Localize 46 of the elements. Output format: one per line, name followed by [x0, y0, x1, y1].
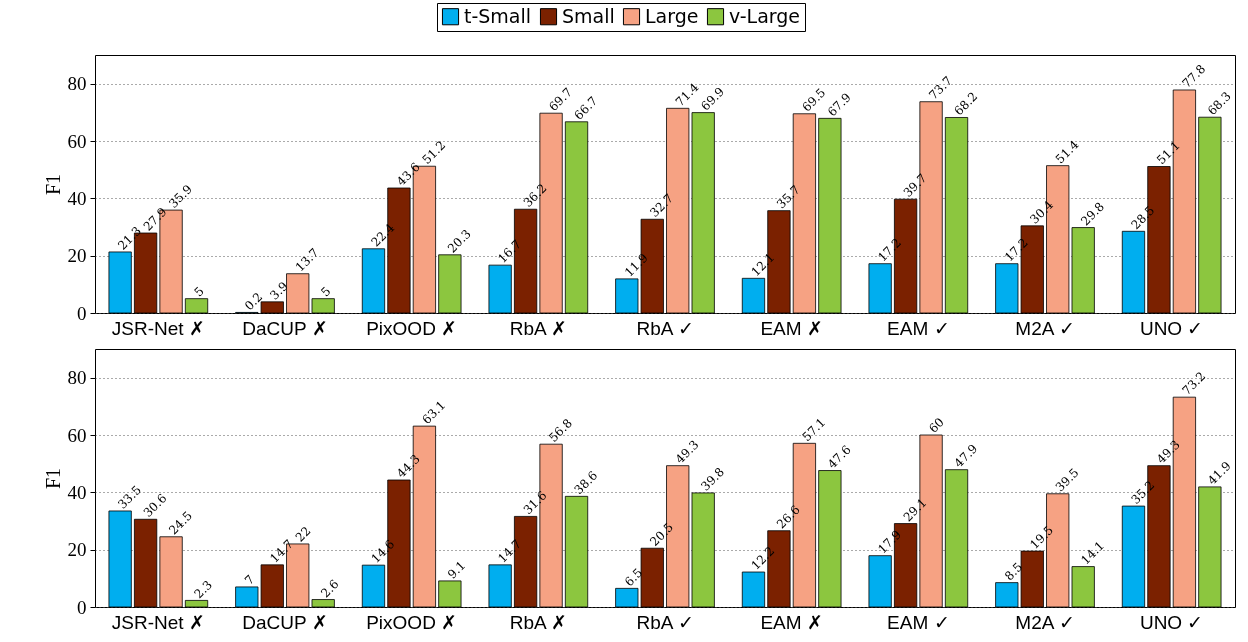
y-tick-label: 40: [67, 187, 87, 209]
legend-label: t-Small: [464, 4, 532, 27]
y-tick-label: 60: [67, 424, 87, 446]
y-tick-label: 20: [67, 539, 87, 561]
x-tick-label: RbA ✗: [509, 317, 567, 339]
x-tick-label: M2A ✓: [1015, 317, 1075, 339]
data-label: 5: [191, 284, 207, 300]
x-tick-label: UNO ✓: [1139, 317, 1204, 339]
data-label: 6.5: [621, 565, 646, 590]
y-axis-title: F1: [41, 467, 64, 490]
x-tick-label: RbA ✗: [509, 611, 567, 633]
y-tick-label: 60: [67, 130, 87, 152]
data-label: 60: [926, 415, 947, 436]
x-tick-label: M2A ✓: [1015, 611, 1075, 633]
x-tick-label: EAM ✓: [887, 611, 950, 633]
x-tick-label: DaCUP ✗: [242, 317, 328, 339]
x-tick-label: JSR-Net ✗: [111, 611, 205, 633]
data-label: 0.2: [241, 289, 266, 314]
y-tick-label: 80: [67, 367, 87, 389]
y-tick-label: 80: [67, 73, 87, 95]
x-tick-label: RbA ✓: [636, 317, 694, 339]
data-label: 3.9: [267, 279, 291, 303]
legend-label: v-Large: [729, 4, 801, 27]
x-tick-label: RbA ✓: [636, 611, 694, 633]
data-label: 7: [241, 572, 258, 588]
x-tick-label: EAM ✗: [760, 611, 823, 633]
data-label: 5: [318, 284, 334, 300]
data-label: 2.6: [318, 576, 342, 601]
x-tick-label: EAM ✓: [887, 317, 950, 339]
x-tick-label: UNO ✓: [1139, 611, 1204, 633]
y-tick-label: 40: [67, 481, 87, 503]
y-axis-title: F1: [41, 173, 64, 196]
legend-label: Large: [645, 4, 699, 27]
x-tick-label: JSR-Net ✗: [111, 317, 205, 339]
y-tick-label: 0: [77, 596, 87, 618]
data-label: 22: [292, 523, 314, 545]
y-tick-label: 20: [67, 245, 87, 267]
x-tick-label: DaCUP ✗: [242, 611, 328, 633]
x-tick-label: PixOOD ✗: [366, 611, 458, 633]
data-label: 9.1: [444, 558, 469, 582]
legend-label: Small: [562, 4, 615, 27]
x-tick-label: EAM ✗: [760, 317, 823, 339]
data-label: 8.5: [1001, 559, 1026, 584]
data-label: 2.3: [191, 577, 215, 602]
x-tick-label: PixOOD ✗: [366, 317, 458, 339]
y-tick-label: 0: [77, 302, 87, 324]
